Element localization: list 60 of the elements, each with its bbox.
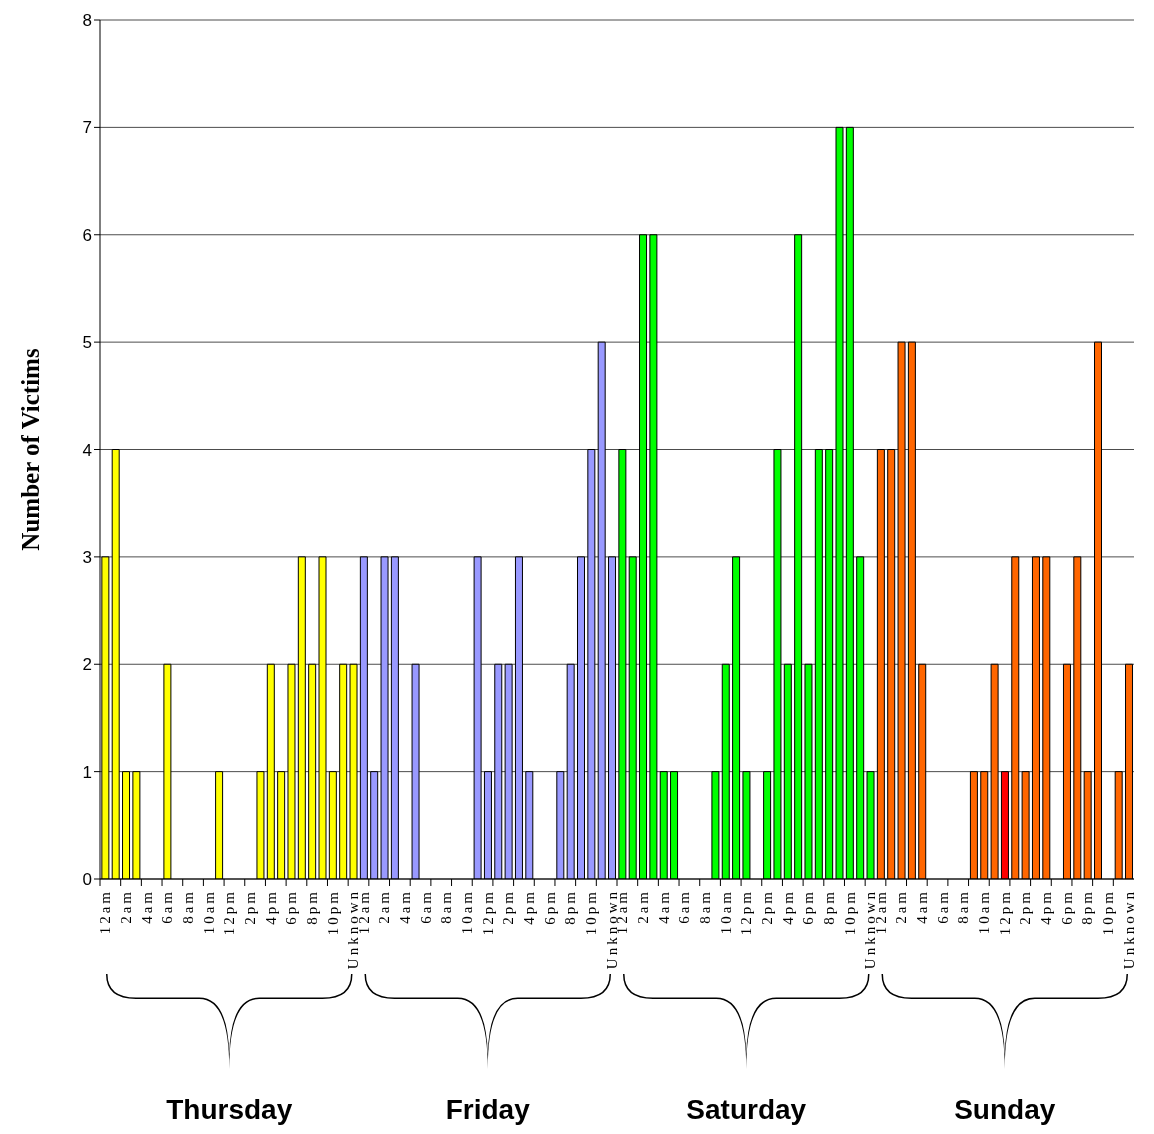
y-tick-label: 1 (82, 762, 92, 782)
y-tick-label: 6 (82, 225, 92, 245)
x-tick-label: 4pm (262, 889, 279, 925)
x-tick-label: 12pm (479, 889, 496, 936)
x-tick-label: 4am (914, 889, 931, 924)
x-tick-label: 8am (696, 889, 713, 924)
x-tick-label: 8pm (303, 889, 320, 925)
x-tick-label: 10am (459, 889, 476, 935)
x-tick-label: 6am (159, 889, 176, 924)
x-tick-label: 2am (893, 889, 910, 924)
x-tick-label: 8pm (820, 889, 837, 925)
x-tick-label: 2pm (1017, 889, 1034, 925)
x-tick-label: 12am (97, 889, 114, 935)
x-tick-label: 2pm (500, 889, 517, 925)
y-tick-label: 0 (82, 870, 92, 890)
x-tick-label: 6pm (800, 889, 817, 925)
y-tick-label: 3 (82, 547, 92, 567)
x-tick-label: 12pm (221, 889, 238, 936)
y-tick-label: 5 (82, 333, 92, 353)
x-tick-label: 4am (138, 889, 155, 924)
text: Sunday (954, 1094, 1056, 1125)
x-tick-label: 8am (955, 889, 972, 924)
text: Friday (445, 1094, 531, 1125)
x-tick-label: 4am (655, 889, 672, 924)
x-tick-label: 10am (717, 889, 734, 935)
y-tick-label: 2 (82, 655, 92, 675)
x-tick-label: 2pm (758, 889, 775, 925)
x-tick-label: 10pm (841, 889, 858, 936)
y-axis-title: Number of Victims (16, 348, 44, 551)
x-tick-label: 2am (634, 889, 651, 924)
x-tick-label: 6pm (1058, 889, 1075, 925)
x-tick-label: 10am (200, 889, 217, 935)
x-tick-label: 10am (976, 889, 993, 935)
x-tick-label: Unknown (1120, 889, 1137, 970)
x-tick-label: 6am (934, 889, 951, 924)
x-tick-label: 6am (676, 889, 693, 924)
x-tick-label: 2am (376, 889, 393, 924)
y-tick-label: 4 (82, 440, 92, 460)
x-tick-label: 4pm (521, 889, 538, 925)
text: Saturday (686, 1094, 807, 1125)
y-tick-label: 8 (82, 11, 92, 31)
x-tick-label: 2pm (241, 889, 258, 925)
x-tick-label: 4pm (779, 889, 796, 925)
x-tick-label: 12pm (996, 889, 1013, 936)
x-tick-label: 8pm (562, 889, 579, 925)
x-tick-label: 8am (179, 889, 196, 924)
x-tick-label: 10pm (1100, 889, 1117, 936)
x-tick-label: 4am (397, 889, 414, 924)
x-tick-label: 6pm (283, 889, 300, 925)
x-tick-label: 10pm (324, 889, 341, 936)
y-tick-label: 7 (82, 118, 92, 138)
x-tick-label: 8am (438, 889, 455, 924)
x-tick-label: 6am (417, 889, 434, 924)
x-tick-label: 4pm (1038, 889, 1055, 925)
x-tick-label: 12pm (738, 889, 755, 936)
x-tick-label: 8pm (1079, 889, 1096, 925)
x-tick-label: 6pm (541, 889, 558, 925)
text: Thursday (166, 1094, 293, 1125)
x-tick-label: 10pm (583, 889, 600, 936)
x-tick-label: 2am (117, 889, 134, 924)
